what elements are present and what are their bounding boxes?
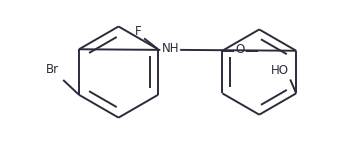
- Text: O: O: [236, 43, 245, 56]
- Text: NH: NH: [162, 42, 179, 55]
- Text: Br: Br: [46, 63, 59, 76]
- Text: HO: HO: [271, 64, 289, 77]
- Text: F: F: [135, 25, 141, 38]
